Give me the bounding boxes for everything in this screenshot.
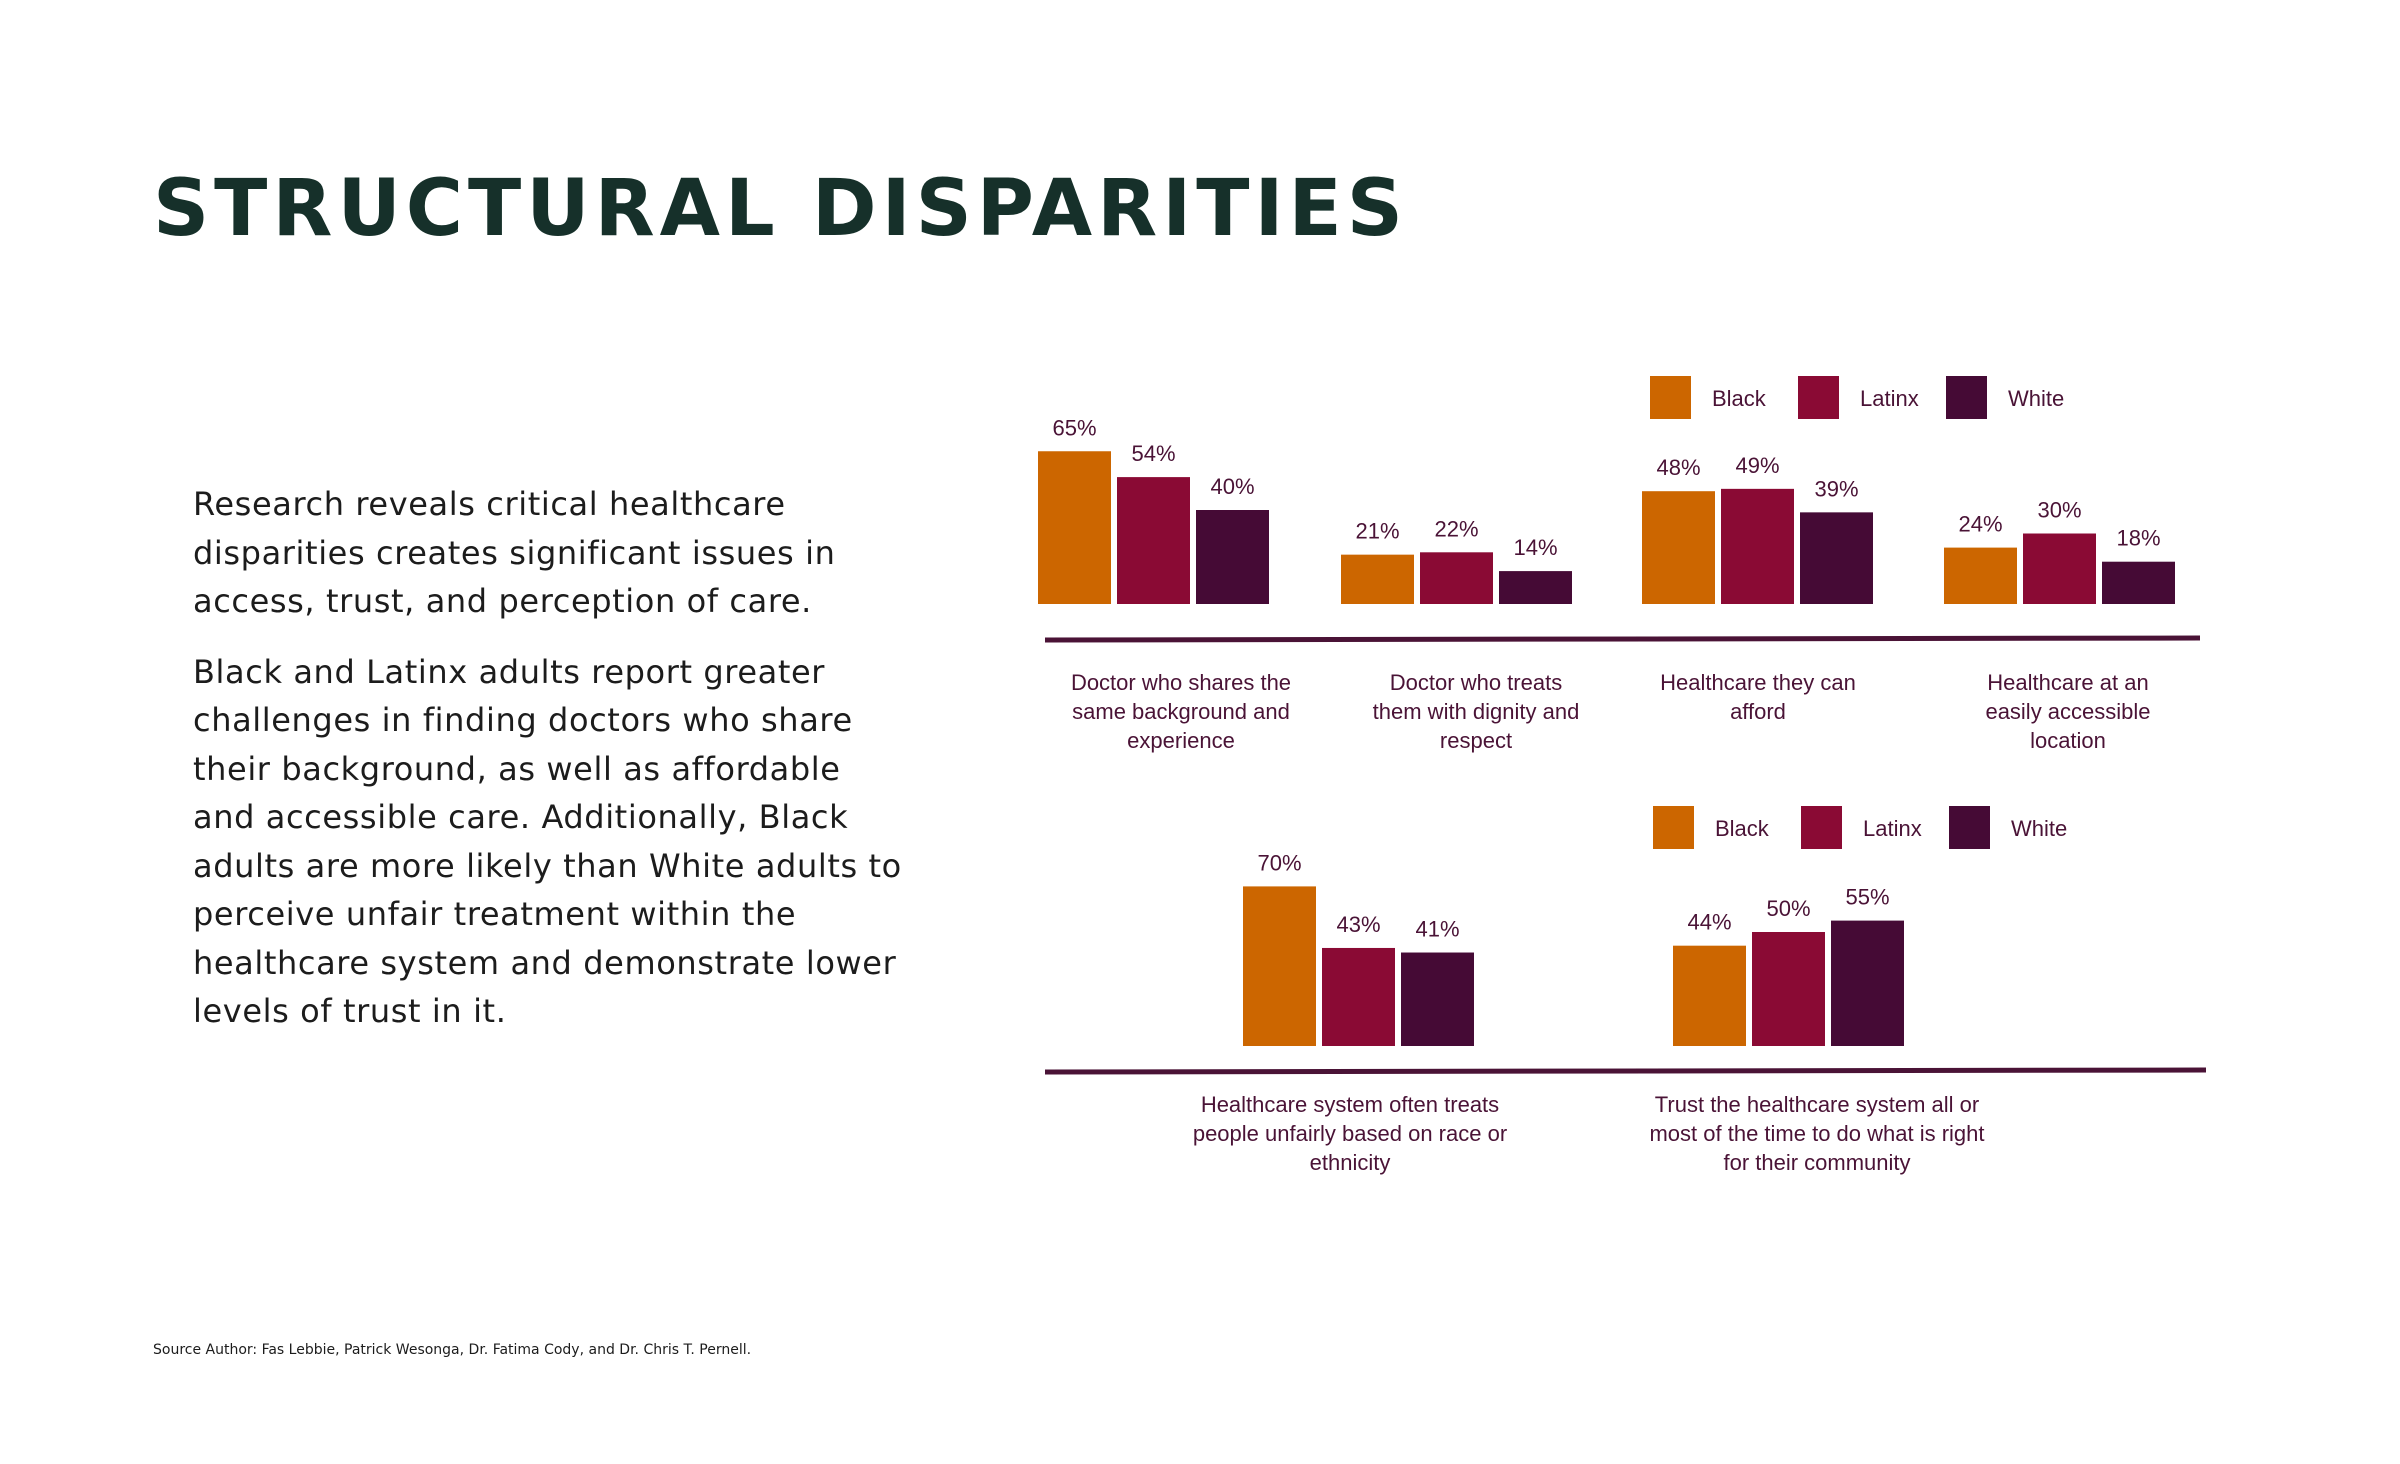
chart1-value-label-white-1: 40%	[1210, 474, 1254, 499]
chart2-value-label-black-1: 70%	[1257, 850, 1301, 875]
chart1-category-label-2-line-3: respect	[1440, 728, 1512, 753]
chart1-category-label-2-line-2: them with dignity and	[1373, 699, 1580, 724]
chart2-value-label-white-2: 55%	[1845, 885, 1889, 910]
chart1-bar-white-2	[1499, 571, 1572, 604]
chart1-bar-black-2	[1341, 554, 1414, 604]
chart2-bar-white-1	[1401, 952, 1474, 1046]
chart2-bar-black-2	[1673, 945, 1746, 1046]
chart1-bar-black-3	[1642, 491, 1715, 604]
chart1-bar-latinx-3	[1721, 488, 1794, 604]
chart2-category-label-2-line-3: for their community	[1723, 1150, 1910, 1175]
chart2-bar-black-1	[1243, 886, 1316, 1046]
chart1-bar-latinx-1	[1117, 477, 1190, 604]
chart1-value-label-black-3: 48%	[1656, 455, 1700, 480]
chart1-category-label-1-line-1: Doctor who shares the	[1071, 670, 1291, 695]
chart1-category-label-1-line-2: same background and	[1072, 699, 1290, 724]
chart2-value-label-latinx-1: 43%	[1336, 912, 1380, 937]
chart1-legend-swatch-white	[1946, 376, 1987, 419]
chart1-category-label-4-line-3: location	[2030, 728, 2106, 753]
chart1-value-label-white-2: 14%	[1513, 535, 1557, 560]
chart2-legend-swatch-white	[1949, 806, 1990, 849]
chart1-category-label-4-line-2: easily accessible	[1985, 699, 2150, 724]
body-text: Research reveals critical healthcare dis…	[193, 480, 913, 1058]
chart2-category-label-2-line-1: Trust the healthcare system all or	[1655, 1092, 1979, 1117]
chart2-legend-label-latinx: Latinx	[1863, 816, 1922, 841]
chart1-value-label-black-2: 21%	[1355, 519, 1399, 544]
chart1-value-label-white-3: 39%	[1814, 476, 1858, 501]
chart1-value-label-latinx-2: 22%	[1434, 516, 1478, 541]
chart2-category-label-1-line-2: people unfairly based on race or	[1193, 1121, 1507, 1146]
chart1-legend-label-latinx: Latinx	[1860, 386, 1919, 411]
chart1-category-label-3-line-1: Healthcare they can	[1660, 670, 1856, 695]
chart2-category-label-2-line-2: most of the time to do what is right	[1649, 1121, 1984, 1146]
chart2-category-label-1-line-3: ethnicity	[1310, 1150, 1391, 1175]
detail-paragraph: Black and Latinx adults report greater c…	[193, 652, 902, 1031]
chart2-x-axis-line	[1044, 1067, 2207, 1075]
chart2-bar-latinx-1	[1322, 947, 1395, 1046]
chart2-value-label-white-1: 41%	[1415, 917, 1459, 942]
chart2-bar-latinx-2	[1752, 932, 1825, 1046]
chart2-value-label-black-2: 44%	[1687, 910, 1731, 935]
chart2-value-label-latinx-2: 50%	[1766, 896, 1810, 921]
chart1-legend-swatch-black	[1650, 376, 1691, 419]
chart1-value-label-white-4: 18%	[2116, 526, 2160, 551]
intro-paragraph: Research reveals critical healthcare dis…	[193, 485, 836, 620]
chart1-value-label-latinx-1: 54%	[1131, 441, 1175, 466]
chart2-legend-label-white: White	[2011, 816, 2067, 841]
chart1-x-axis-line	[1044, 635, 2201, 643]
page-title: STRUCTURAL DISPARITIES	[153, 164, 1408, 254]
chart1-category-label-3-line-2: afford	[1730, 699, 1786, 724]
source-note: Source Author: Fas Lebbie, Patrick Weson…	[153, 1342, 752, 1358]
chart2-category-label-1-line-1: Healthcare system often treats	[1201, 1092, 1499, 1117]
chart1-value-label-latinx-3: 49%	[1735, 453, 1779, 478]
chart2-legend-swatch-black	[1653, 806, 1694, 849]
chart1-category-label-2-line-1: Doctor who treats	[1390, 670, 1562, 695]
chart1-legend-swatch-latinx	[1798, 376, 1839, 419]
chart1-bar-black-4	[1944, 547, 2017, 604]
chart1-legend-label-black: Black	[1712, 386, 1767, 411]
chart1-legend-label-white: White	[2008, 386, 2064, 411]
chart2-bar-white-2	[1831, 920, 1904, 1046]
chart1-value-label-black-1: 65%	[1052, 415, 1096, 440]
chart1-bar-latinx-4	[2023, 533, 2096, 604]
chart2-legend-label-black: Black	[1715, 816, 1770, 841]
chart1-value-label-black-4: 24%	[1958, 512, 2002, 537]
chart1-category-label-1-line-3: experience	[1127, 728, 1235, 753]
chart1-bar-white-3	[1800, 512, 1873, 604]
chart2-legend-swatch-latinx	[1801, 806, 1842, 849]
chart1-value-label-latinx-4: 30%	[2037, 498, 2081, 523]
chart1-category-label-4-line-1: Healthcare at an	[1987, 670, 2148, 695]
chart1-bar-white-1	[1196, 510, 1269, 604]
chart1-bar-black-1	[1038, 451, 1111, 604]
chart1-bar-white-4	[2102, 561, 2175, 604]
chart1-bar-latinx-2	[1420, 552, 1493, 604]
